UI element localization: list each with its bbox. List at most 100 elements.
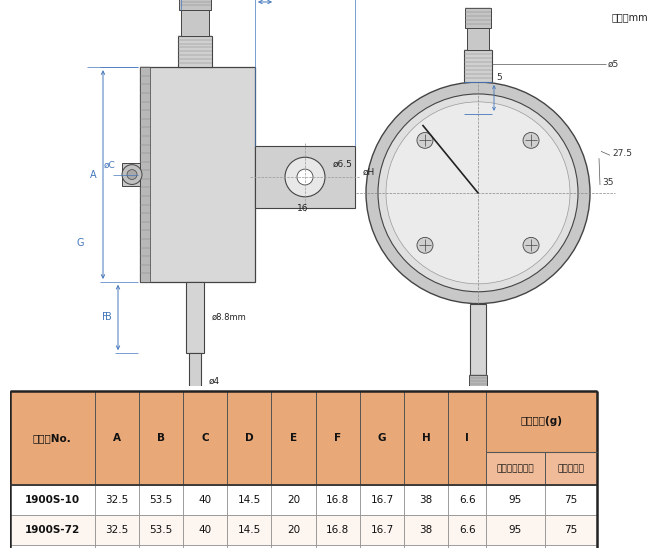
- Bar: [183, 391, 227, 485]
- Bar: [467, 28, 489, 51]
- Text: 16.7: 16.7: [370, 495, 394, 505]
- Text: I: I: [466, 433, 469, 442]
- Circle shape: [127, 170, 137, 180]
- Text: 75: 75: [564, 495, 577, 505]
- Bar: [544, 452, 596, 485]
- Text: D: D: [245, 433, 253, 442]
- Bar: [544, 485, 596, 515]
- Text: 38: 38: [420, 495, 433, 505]
- Text: 平裏ふた付: 平裏ふた付: [557, 464, 584, 473]
- Text: F: F: [102, 312, 108, 322]
- Bar: [181, 10, 209, 36]
- Text: 40: 40: [199, 495, 211, 505]
- Text: ø4: ø4: [209, 376, 220, 385]
- Text: øH: øH: [363, 168, 376, 176]
- Bar: [544, 515, 596, 545]
- Bar: [486, 515, 544, 545]
- Bar: [139, 485, 183, 515]
- Text: 95: 95: [509, 525, 522, 535]
- Bar: [544, 545, 596, 551]
- Text: 20: 20: [287, 495, 300, 505]
- Text: 16: 16: [297, 204, 309, 213]
- Bar: [186, 407, 204, 419]
- Circle shape: [285, 157, 325, 197]
- Text: 16.8: 16.8: [326, 525, 350, 535]
- Circle shape: [386, 102, 570, 284]
- Text: 38: 38: [420, 525, 433, 535]
- Text: ø6.5: ø6.5: [333, 160, 353, 169]
- Text: 16.7: 16.7: [370, 525, 394, 535]
- Text: 耳金付裏ふた付: 耳金付裏ふた付: [496, 464, 534, 473]
- Bar: [404, 515, 448, 545]
- Bar: [271, 545, 315, 551]
- Text: E: E: [290, 433, 297, 442]
- Text: 16.8: 16.8: [326, 495, 350, 505]
- Text: 32.5: 32.5: [105, 495, 128, 505]
- Text: 27.5: 27.5: [612, 149, 632, 158]
- Text: ø5: ø5: [608, 60, 619, 69]
- Text: 5: 5: [496, 73, 502, 82]
- Bar: [315, 545, 360, 551]
- Text: パーツNo.901312: パーツNo.901312: [157, 440, 223, 449]
- Text: 6.6: 6.6: [459, 525, 476, 535]
- Text: 40: 40: [199, 525, 211, 535]
- Bar: [360, 515, 404, 545]
- Text: A: A: [89, 170, 96, 180]
- Bar: [469, 375, 487, 387]
- Bar: [448, 515, 486, 545]
- Bar: [448, 391, 486, 485]
- Bar: [360, 391, 404, 485]
- Bar: [122, 163, 140, 186]
- Text: 1900S-72: 1900S-72: [25, 525, 80, 535]
- Text: 20: 20: [287, 525, 300, 535]
- Bar: [178, 36, 212, 67]
- Bar: [183, 485, 227, 515]
- Circle shape: [417, 237, 433, 253]
- Bar: [183, 515, 227, 545]
- Bar: [470, 304, 486, 375]
- Circle shape: [417, 132, 433, 148]
- Bar: [271, 515, 315, 545]
- Text: B: B: [157, 433, 165, 442]
- Text: øC: øC: [104, 161, 116, 170]
- Bar: [448, 485, 486, 515]
- Bar: [448, 545, 486, 551]
- Text: G: G: [76, 238, 84, 249]
- Text: 75: 75: [564, 525, 577, 535]
- Text: G: G: [378, 433, 386, 442]
- Circle shape: [523, 132, 539, 148]
- Bar: [227, 545, 271, 551]
- Circle shape: [297, 169, 313, 185]
- Bar: [360, 485, 404, 515]
- Text: 53.5: 53.5: [149, 525, 173, 535]
- Bar: [186, 282, 204, 353]
- Bar: [10, 545, 95, 551]
- Text: ø8.8mm: ø8.8mm: [212, 313, 247, 322]
- Bar: [315, 485, 360, 515]
- Bar: [315, 515, 360, 545]
- Bar: [95, 391, 139, 485]
- Circle shape: [523, 237, 539, 253]
- Circle shape: [378, 94, 578, 291]
- Text: 53.5: 53.5: [149, 495, 173, 505]
- Bar: [189, 353, 201, 407]
- Text: 本体質量(g): 本体質量(g): [520, 417, 562, 426]
- Text: C: C: [201, 433, 209, 442]
- Bar: [140, 67, 255, 282]
- Bar: [486, 452, 544, 485]
- Circle shape: [122, 165, 142, 185]
- Text: 95: 95: [509, 495, 522, 505]
- Bar: [140, 67, 150, 282]
- Text: (取付部：M2.5×0.45): (取付部：M2.5×0.45): [151, 453, 229, 462]
- Bar: [404, 545, 448, 551]
- Text: 単位：mm: 単位：mm: [612, 12, 648, 22]
- Bar: [227, 485, 271, 515]
- Text: H: H: [422, 433, 431, 442]
- Text: B: B: [105, 312, 111, 322]
- Text: 1900S-10: 1900S-10: [25, 495, 80, 505]
- Bar: [139, 545, 183, 551]
- Bar: [139, 391, 183, 485]
- Text: 32.5: 32.5: [105, 525, 128, 535]
- Bar: [271, 391, 315, 485]
- Bar: [255, 147, 355, 208]
